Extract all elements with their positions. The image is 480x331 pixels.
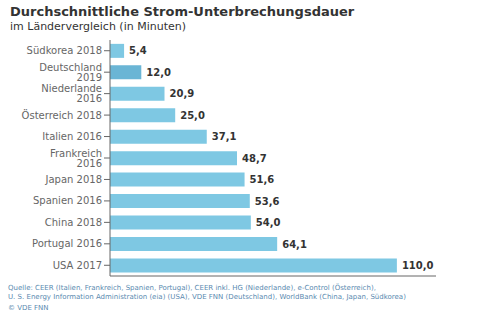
svg-text:51,6: 51,6 — [250, 174, 275, 185]
svg-text:54,0: 54,0 — [256, 217, 281, 228]
svg-text:64,1: 64,1 — [282, 239, 307, 250]
svg-text:USA 2017: USA 2017 — [53, 260, 102, 271]
svg-text:Portugal 2016: Portugal 2016 — [32, 238, 102, 249]
html-text:U. S. Energy Information Admin: U. S. Energy Information Administration … — [8, 293, 406, 301]
svg-text:Deutschland2019: Deutschland2019 — [39, 62, 102, 83]
svg-text:53,6: 53,6 — [255, 196, 280, 207]
svg-text:Italien 2016: Italien 2016 — [42, 131, 102, 142]
svg-text:Südkorea 2018: Südkorea 2018 — [27, 45, 102, 56]
svg-text:110,0: 110,0 — [402, 260, 434, 271]
html-text:im Ländervergleich (in Minuten: im Ländervergleich (in Minuten) — [10, 20, 186, 33]
svg-text:Frankreich2016: Frankreich2016 — [50, 148, 102, 169]
svg-text:Spanien 2016: Spanien 2016 — [33, 195, 102, 206]
svg-text:20,9: 20,9 — [170, 88, 195, 99]
svg-text:12,0: 12,0 — [146, 67, 171, 78]
html-text:© VDE FNN: © VDE FNN — [8, 304, 49, 312]
svg-text:Japan 2018: Japan 2018 — [44, 174, 102, 185]
svg-text:China 2018: China 2018 — [45, 217, 102, 228]
svg-text:48,7: 48,7 — [242, 153, 267, 164]
svg-text:Österreich 2018: Österreich 2018 — [22, 109, 102, 121]
html-text:Quelle: CEER (Italien, Frankre: Quelle: CEER (Italien, Frankreich, Spani… — [8, 284, 376, 292]
svg-text:Niederlande2016: Niederlande2016 — [41, 83, 102, 104]
html-text:Durchschnittliche Strom-Unterb: Durchschnittliche Strom-Unterbrechungsda… — [10, 4, 355, 19]
svg-text:25,0: 25,0 — [180, 110, 205, 121]
svg-text:5,4: 5,4 — [129, 45, 147, 56]
svg-text:37,1: 37,1 — [212, 131, 237, 142]
